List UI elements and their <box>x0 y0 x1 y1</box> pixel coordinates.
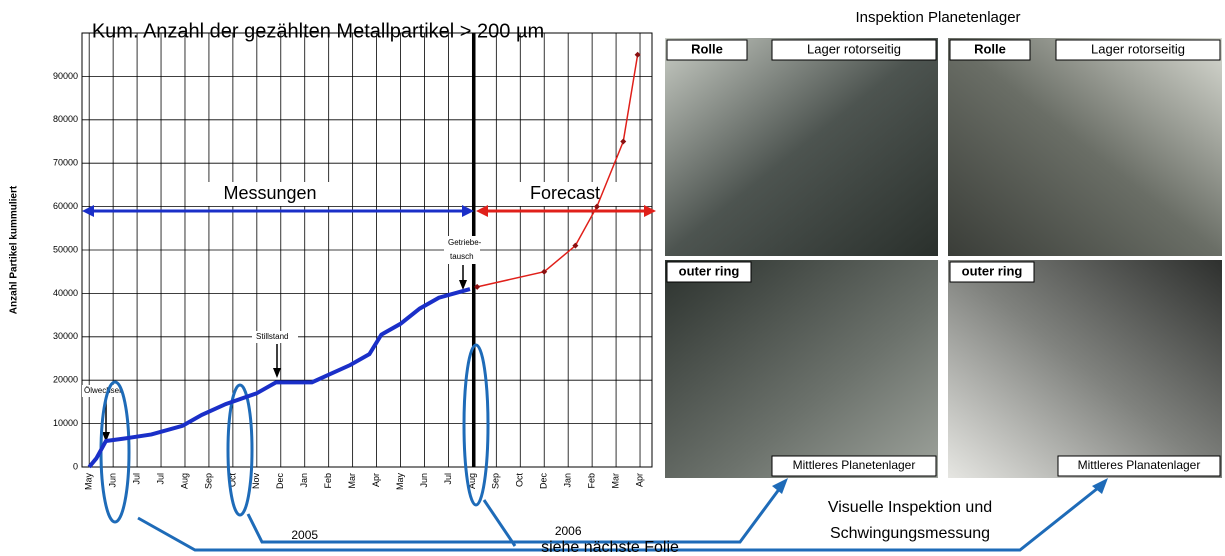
annotations: Ölwechsel Stillstand Getriebe- tausch <box>82 236 482 442</box>
series-line <box>89 289 470 467</box>
y-axis-label: Anzahl Partikel kummuliert <box>9 185 20 314</box>
photo-caption: Mittleres Planatenlager <box>1078 458 1201 472</box>
chart-title: Kum. Anzahl der gezählten Metallpartikel… <box>92 20 544 42</box>
photo-caption: Lager rotorseitig <box>1091 41 1185 56</box>
inspection-text: Schwingungsmessung <box>830 525 990 542</box>
year-label: 2005 <box>291 528 318 542</box>
y-tick-label: 0 <box>73 461 78 471</box>
x-tick-label: Aug <box>179 473 189 489</box>
photo-label: Rolle <box>691 41 723 56</box>
x-tick-label: Dec <box>275 473 285 490</box>
y-tick-label: 90000 <box>53 71 78 81</box>
x-tick-label: Jan <box>563 473 573 488</box>
inspection-text: Visuelle Inspektion und <box>828 499 992 516</box>
x-tick-label: Sep <box>203 473 213 489</box>
x-tick-label: Feb <box>587 473 597 489</box>
x-tick-label: Jul <box>443 473 453 485</box>
y-tick-label: 50000 <box>53 244 78 254</box>
x-tick-label: Jun <box>419 473 429 488</box>
photo-label: outer ring <box>962 263 1023 278</box>
annotation: Ölwechsel <box>84 386 121 395</box>
photo-caption: Lager rotorseitig <box>807 41 901 56</box>
y-tick-label: 40000 <box>53 288 78 298</box>
photo-label: outer ring <box>679 263 740 278</box>
x-tick-label: Jul <box>131 473 141 485</box>
y-tick-label: 10000 <box>53 418 78 428</box>
x-tick-label: Dec <box>539 473 549 490</box>
x-tick-label: May <box>84 473 94 491</box>
x-tick-label: Feb <box>323 473 333 489</box>
x-tick-label: Mar <box>610 473 620 489</box>
y-tick-label: 70000 <box>53 158 78 168</box>
panels-title: Inspektion Planetenlager <box>855 9 1020 26</box>
y-tick-label: 30000 <box>53 331 78 341</box>
y-tick-label: 80000 <box>53 114 78 124</box>
arrow-head <box>772 478 788 494</box>
photo: outer ring Mittleres Planetenlager <box>665 260 938 478</box>
series-line <box>477 55 637 287</box>
y-tick-label: 60000 <box>53 201 78 211</box>
x-tick-label: May <box>395 473 405 491</box>
x-tick-label: Apr <box>371 473 381 487</box>
photo: Rolle Lager rotorseitig <box>665 38 938 256</box>
annotation: Getriebe- <box>448 238 482 247</box>
photo-caption: Mittleres Planetenlager <box>793 458 916 472</box>
y-tick-label: 20000 <box>53 375 78 385</box>
slide: Kum. Anzahl der gezählten Metallpartikel… <box>0 0 1225 556</box>
x-tick-label: Mar <box>347 473 357 489</box>
series-label: Forecast <box>530 183 600 203</box>
x-tick-label: Jun <box>108 473 118 488</box>
annotation: Stillstand <box>256 332 288 341</box>
note: siehe nächste Folie <box>541 539 679 556</box>
plot: 0 10000 20000 30000 40000 50000 60000 70000 8000… <box>53 33 652 490</box>
x-tick-label: Jul <box>155 473 165 485</box>
photo: Rolle Lager rotorseitig <box>948 38 1222 256</box>
year-label: 2006 <box>555 524 582 538</box>
photo-label: Rolle <box>974 41 1006 56</box>
annotation: tausch <box>450 252 474 261</box>
series-label: Messungen <box>223 183 316 203</box>
x-tick-label: Jan <box>299 473 309 488</box>
x-tick-label: Sep <box>491 473 501 489</box>
point <box>620 139 626 145</box>
x-tick-label: Apr <box>634 473 644 487</box>
x-tick-label: Oct <box>515 473 525 488</box>
photo: outer ring Mittleres Planatenlager <box>948 260 1222 478</box>
x-tick-label: Nov <box>251 473 261 490</box>
